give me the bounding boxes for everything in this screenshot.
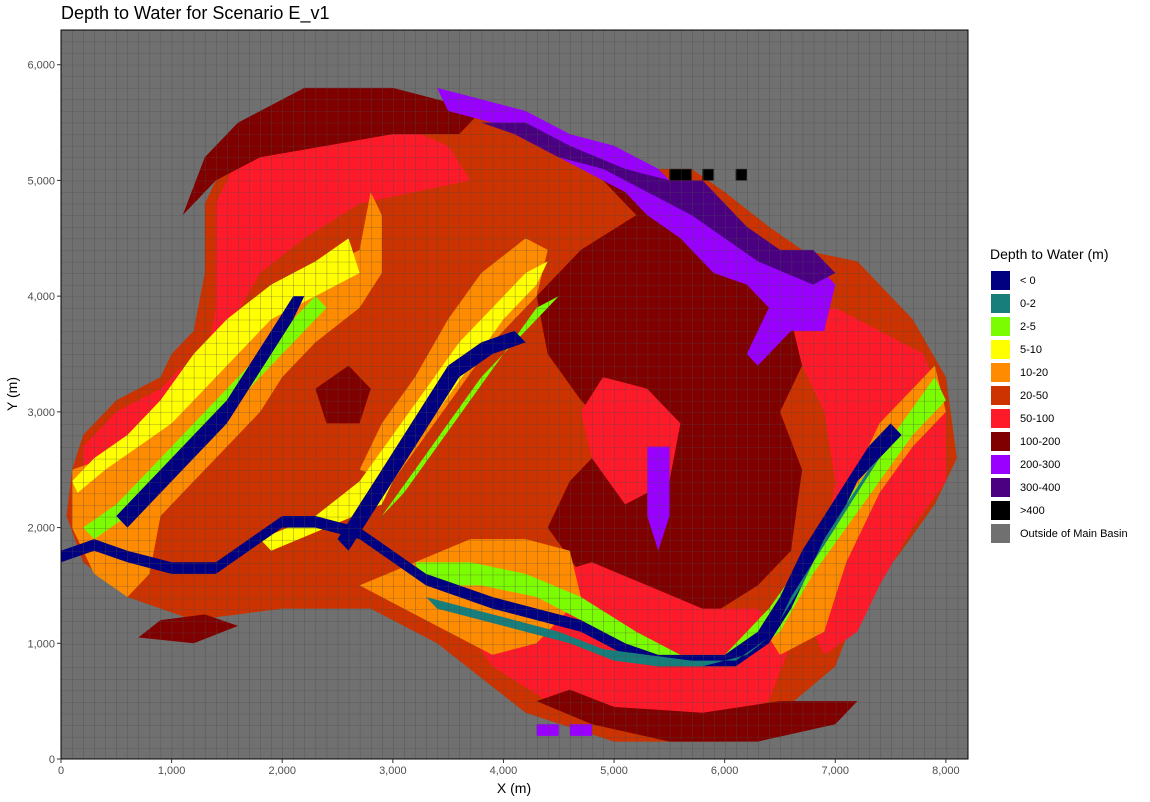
- legend-swatch: [990, 385, 1011, 406]
- legend-swatch: [990, 500, 1011, 521]
- legend-label: < 0: [1020, 274, 1036, 287]
- legend-item: 0-2: [990, 292, 1128, 315]
- legend-label: 2-5: [1020, 320, 1036, 333]
- legend-item: 300-400: [990, 476, 1128, 499]
- cell-grid: [61, 30, 968, 759]
- y-tick-label: 4,000: [27, 291, 55, 303]
- legend-swatch: [990, 270, 1011, 291]
- chart-title: Depth to Water for Scenario E_v1: [61, 3, 330, 23]
- x-axis-label: X (m): [497, 780, 531, 796]
- legend-item: 2-5: [990, 315, 1128, 338]
- y-tick-label: 3,000: [27, 407, 55, 419]
- x-tick-label: 7,000: [822, 765, 850, 777]
- legend-label: 200-300: [1020, 458, 1061, 471]
- legend-item: < 0: [990, 269, 1128, 292]
- legend-swatch: [990, 339, 1011, 360]
- x-tick-label: 0: [58, 765, 64, 777]
- legend-swatch: [990, 477, 1011, 498]
- y-tick-label: 5,000: [27, 175, 55, 187]
- legend-swatch: [990, 523, 1011, 544]
- legend-swatch: [990, 316, 1011, 337]
- legend-swatch: [990, 454, 1011, 475]
- legend-title: Depth to Water (m): [990, 246, 1109, 262]
- y-tick-label: 0: [49, 754, 55, 766]
- x-axis: 0 1,000 2,000 3,000 4,000 5,000 6,000 7,000 8,00…: [58, 759, 960, 777]
- y-tick-label: 6,000: [27, 60, 55, 72]
- legend-item: >400: [990, 499, 1128, 522]
- legend: Depth to Water (m) < 0 0-2 2-5 5-10 10-20 20-…: [990, 246, 1128, 545]
- y-tick-label: 1,000: [27, 638, 55, 650]
- legend-items: < 0 0-2 2-5 5-10 10-20 20-50 50-100 100-200 200-…: [990, 269, 1128, 545]
- legend-item: Outside of Main Basin: [990, 522, 1128, 545]
- x-tick-label: 8,000: [932, 765, 960, 777]
- legend-item: 5-10: [990, 338, 1128, 361]
- x-tick-label: 5,000: [600, 765, 628, 777]
- legend-label: >400: [1020, 504, 1045, 517]
- y-axis-label: Y (m): [4, 377, 20, 411]
- x-tick-label: 6,000: [711, 765, 739, 777]
- legend-item: 20-50: [990, 384, 1128, 407]
- x-tick-label: 2,000: [268, 765, 296, 777]
- legend-item: 100-200: [990, 430, 1128, 453]
- legend-swatch: [990, 408, 1011, 429]
- x-tick-label: 3,000: [379, 765, 407, 777]
- legend-item: 10-20: [990, 361, 1128, 384]
- y-tick-label: 2,000: [27, 523, 55, 535]
- legend-item: 50-100: [990, 407, 1128, 430]
- legend-label: 100-200: [1020, 435, 1061, 448]
- legend-swatch: [990, 362, 1011, 383]
- legend-item: 200-300: [990, 453, 1128, 476]
- legend-label: 300-400: [1020, 481, 1061, 494]
- legend-label: Outside of Main Basin: [1020, 527, 1128, 540]
- legend-swatch: [990, 431, 1011, 452]
- legend-label: 20-50: [1020, 389, 1049, 402]
- panel-border: [60, 29, 969, 760]
- x-tick-label: 4,000: [490, 765, 518, 777]
- y-axis: 0 1,000 2,000 3,000 4,000 5,000 6,000: [27, 60, 61, 766]
- x-tick-label: 1,000: [158, 765, 186, 777]
- legend-label: 10-20: [1020, 366, 1049, 379]
- legend-label: 50-100: [1020, 412, 1055, 425]
- legend-swatch: [990, 293, 1011, 314]
- legend-label: 5-10: [1020, 343, 1043, 356]
- legend-label: 0-2: [1020, 297, 1036, 310]
